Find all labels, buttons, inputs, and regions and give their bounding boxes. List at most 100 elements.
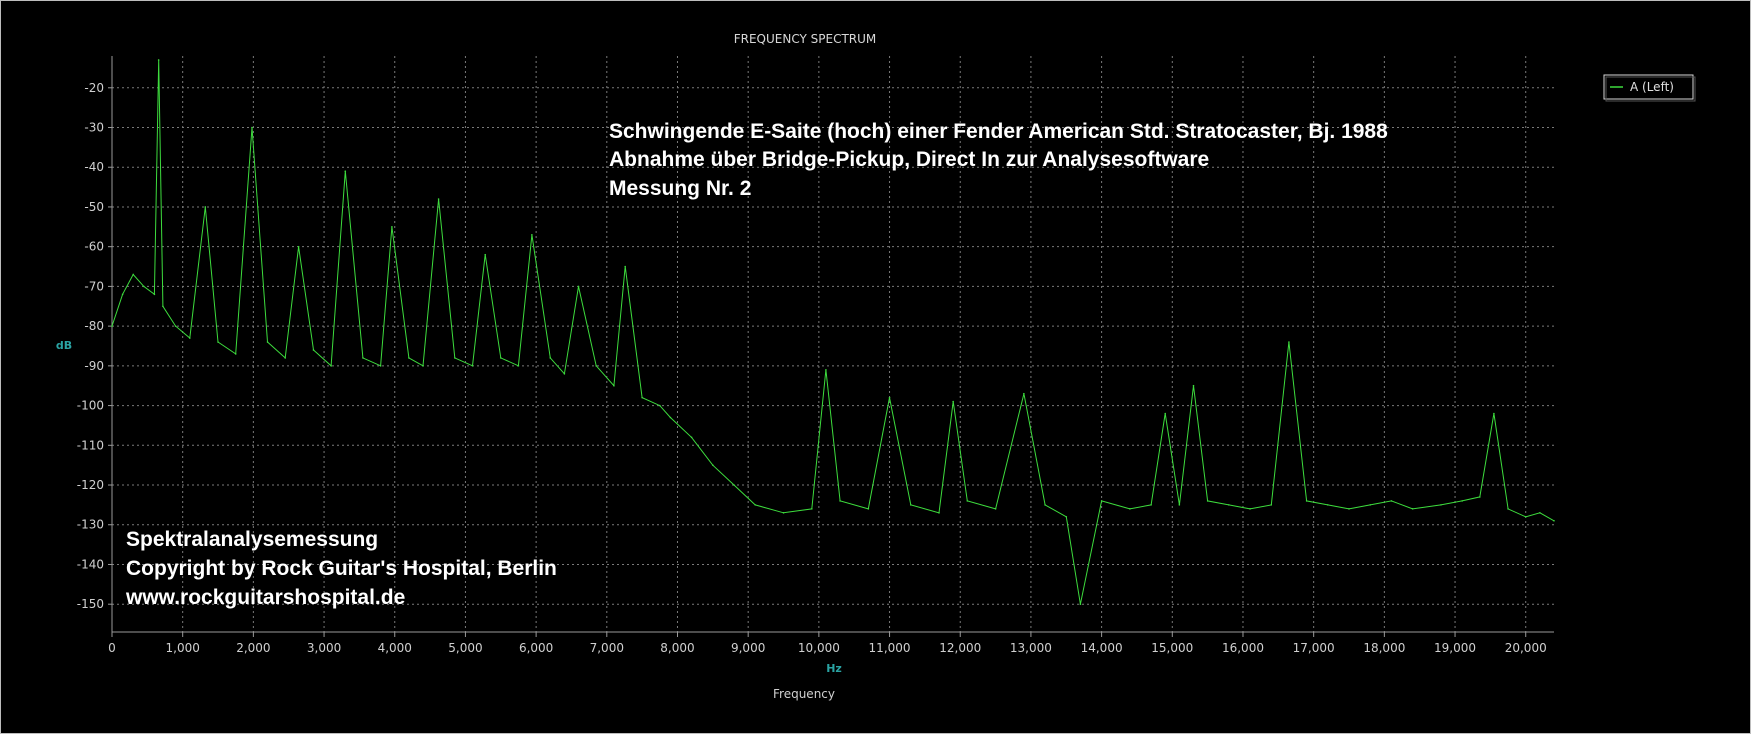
x-tick-label: 6,000 bbox=[519, 641, 553, 655]
y-tick-label: -140 bbox=[77, 557, 104, 571]
series-point bbox=[1044, 504, 1046, 506]
series-point bbox=[867, 508, 870, 510]
series-point bbox=[1369, 504, 1372, 506]
y-axis-ticks: -20 -30 -40 -50 -60 -70 -80 -90 -100 -110 -120 -130… bbox=[77, 81, 112, 611]
x-tick-label: 11,000 bbox=[869, 641, 911, 655]
y-tick-label: -120 bbox=[77, 478, 104, 492]
series-point bbox=[1327, 504, 1329, 506]
series-point bbox=[162, 305, 164, 308]
series-point bbox=[531, 233, 533, 236]
y-tick-label: -30 bbox=[84, 121, 104, 135]
series-point bbox=[733, 484, 735, 486]
series-point bbox=[577, 285, 580, 288]
series-point bbox=[499, 357, 502, 359]
series-point bbox=[712, 464, 714, 466]
series-point bbox=[188, 337, 191, 339]
series-point bbox=[595, 365, 598, 367]
series-point bbox=[1553, 519, 1555, 522]
series-point bbox=[1065, 516, 1068, 518]
y-tick-label: -90 bbox=[84, 359, 104, 373]
x-tick-label: 16,000 bbox=[1222, 641, 1264, 655]
x-tick-label: 14,000 bbox=[1081, 641, 1123, 655]
x-tick-label: 13,000 bbox=[1010, 641, 1052, 655]
series-point bbox=[1079, 603, 1082, 605]
series-point bbox=[839, 500, 841, 502]
x-tick-label: 3,000 bbox=[307, 641, 341, 655]
series-point bbox=[1206, 500, 1209, 502]
series-point bbox=[966, 500, 969, 502]
series-point bbox=[517, 365, 520, 367]
series-point bbox=[174, 325, 177, 327]
series-point bbox=[379, 365, 382, 367]
series-point bbox=[143, 285, 145, 288]
y-tick-label: -60 bbox=[84, 240, 104, 254]
series-point bbox=[312, 349, 315, 351]
series-point bbox=[613, 384, 615, 387]
series-point bbox=[909, 504, 912, 506]
y-tick-label: -100 bbox=[77, 399, 104, 413]
series-point bbox=[1390, 500, 1393, 502]
y-axis-unit: dB bbox=[56, 339, 72, 352]
legend[interactable]: A (Left) bbox=[1603, 74, 1696, 102]
series-line-a-left bbox=[112, 59, 1554, 605]
series-point bbox=[1524, 516, 1527, 518]
x-tick-label: 1,000 bbox=[166, 641, 200, 655]
series-point bbox=[362, 357, 364, 359]
y-tick-label: -80 bbox=[84, 319, 104, 333]
series-point bbox=[1348, 508, 1350, 510]
series-point bbox=[952, 400, 954, 403]
x-tick-label: 12,000 bbox=[939, 641, 981, 655]
series-point bbox=[1023, 392, 1025, 395]
y-tick-label: -150 bbox=[77, 597, 104, 611]
series-point bbox=[1164, 412, 1167, 415]
x-tick-label: 17,000 bbox=[1293, 641, 1335, 655]
x-tick-label: 5,000 bbox=[448, 641, 482, 655]
series-point bbox=[1150, 504, 1152, 506]
series-point bbox=[1539, 512, 1541, 514]
series-point bbox=[132, 273, 135, 276]
series-point bbox=[437, 198, 440, 200]
series-point bbox=[422, 365, 424, 367]
series-point bbox=[825, 369, 827, 371]
annotation-line-2: Abnahme über Bridge-Pickup, Direct In zu… bbox=[609, 148, 1209, 171]
series-point bbox=[549, 357, 552, 359]
series-point bbox=[204, 206, 207, 208]
x-axis-label: Frequency bbox=[773, 687, 835, 701]
series-point bbox=[1305, 500, 1308, 502]
copyright-line-3: www.rockguitarshospital.de bbox=[125, 586, 405, 609]
annotation-line-3: Messung Nr. 2 bbox=[609, 177, 751, 200]
x-tick-label: 4,000 bbox=[378, 641, 412, 655]
series-point bbox=[471, 365, 474, 367]
series-point bbox=[810, 508, 813, 510]
series-point bbox=[1478, 496, 1481, 498]
series-point bbox=[994, 508, 997, 510]
copyright-line-1: Spektralanalysemessung bbox=[126, 528, 378, 551]
series-point bbox=[1507, 508, 1509, 510]
series-point bbox=[1411, 508, 1414, 510]
copyright-line-2: Copyright by Rock Guitar's Hospital, Ber… bbox=[126, 557, 557, 580]
chart-title: FREQUENCY SPECTRUM bbox=[734, 32, 877, 46]
series-point bbox=[888, 396, 891, 399]
x-tick-label: 15,000 bbox=[1151, 641, 1193, 655]
series-point bbox=[1249, 508, 1251, 510]
x-tick-label: 0 bbox=[108, 641, 116, 655]
y-tick-label: -70 bbox=[84, 279, 104, 293]
series-point bbox=[1440, 504, 1442, 506]
x-tick-label: 10,000 bbox=[798, 641, 840, 655]
series-point bbox=[234, 353, 237, 355]
series-point bbox=[284, 357, 286, 359]
y-tick-label: -130 bbox=[77, 518, 104, 532]
series-point bbox=[563, 372, 566, 375]
series-point bbox=[484, 253, 487, 256]
series-point bbox=[659, 404, 661, 407]
series-point bbox=[1288, 341, 1290, 343]
legend-entry: A (Left) bbox=[1630, 80, 1674, 94]
series-point bbox=[157, 59, 160, 61]
series-point bbox=[153, 293, 156, 296]
series-points bbox=[111, 59, 1555, 605]
series-point bbox=[690, 436, 693, 439]
series-point bbox=[391, 226, 393, 228]
series-point bbox=[408, 357, 410, 359]
